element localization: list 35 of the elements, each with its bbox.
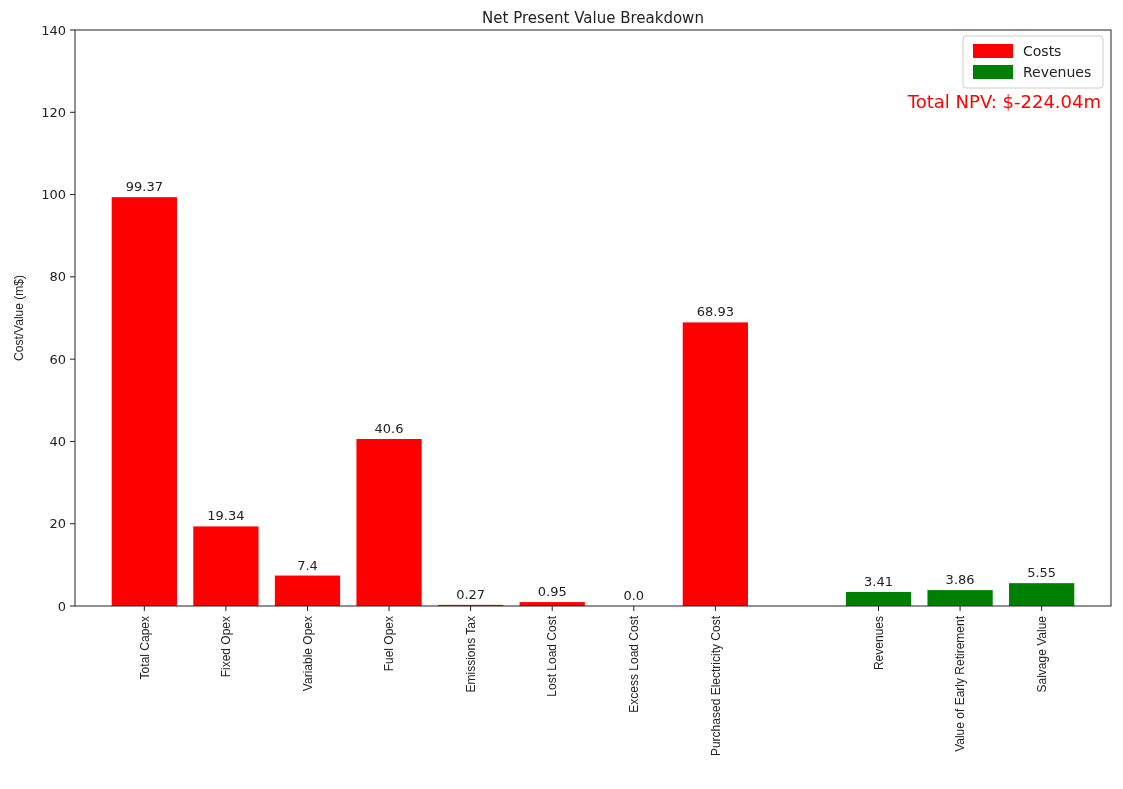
x-tick-label: Excess Load Cost — [626, 615, 641, 713]
data-label: 0.95 — [537, 584, 567, 600]
x-tick-label: Lost Load Cost — [545, 615, 560, 697]
y-tick-label: 140 — [41, 22, 66, 38]
legend-label: Revenues — [1023, 64, 1092, 80]
data-label: 3.86 — [945, 572, 975, 588]
y-tick-label: 40 — [49, 433, 66, 449]
x-tick-label: Salvage Value — [1034, 615, 1049, 693]
x-tick-label: Value of Early Retirement — [953, 615, 968, 752]
data-label: 40.6 — [374, 420, 404, 436]
y-tick-label: 20 — [49, 516, 66, 532]
y-tick-label: 0 — [57, 598, 66, 614]
data-label: 0.27 — [456, 586, 486, 602]
y-tick-label: 120 — [41, 104, 66, 120]
chart-title: Net Present Value Breakdown — [482, 9, 704, 27]
y-tick-label: 100 — [41, 187, 66, 203]
annotation: Total NPV: $-224.04m — [906, 91, 1101, 112]
x-tick-label: Fixed Opex — [219, 616, 234, 678]
data-label: 3.41 — [864, 573, 893, 589]
data-label: 7.4 — [297, 557, 318, 573]
x-tick-label: Purchased Electricity Cost — [708, 615, 723, 757]
y-tick-label: 60 — [49, 351, 66, 367]
data-label: 99.37 — [125, 179, 163, 195]
data-label: 68.93 — [696, 304, 734, 320]
y-axis-title: Cost/Value (m$) — [12, 275, 26, 361]
x-tick-label: Fuel Opex — [382, 616, 397, 672]
x-tick-label: Variable Opex — [300, 616, 315, 692]
data-label: 5.55 — [1027, 565, 1057, 581]
legend-label: Costs — [1023, 43, 1062, 59]
x-tick-label: Revenues — [871, 616, 886, 671]
x-tick-label: Total Capex — [137, 616, 152, 680]
data-label: 0.0 — [623, 588, 645, 603]
x-tick-label: Emissions Tax — [463, 616, 478, 693]
data-label: 19.34 — [207, 508, 245, 524]
y-tick-label: 80 — [49, 269, 66, 285]
